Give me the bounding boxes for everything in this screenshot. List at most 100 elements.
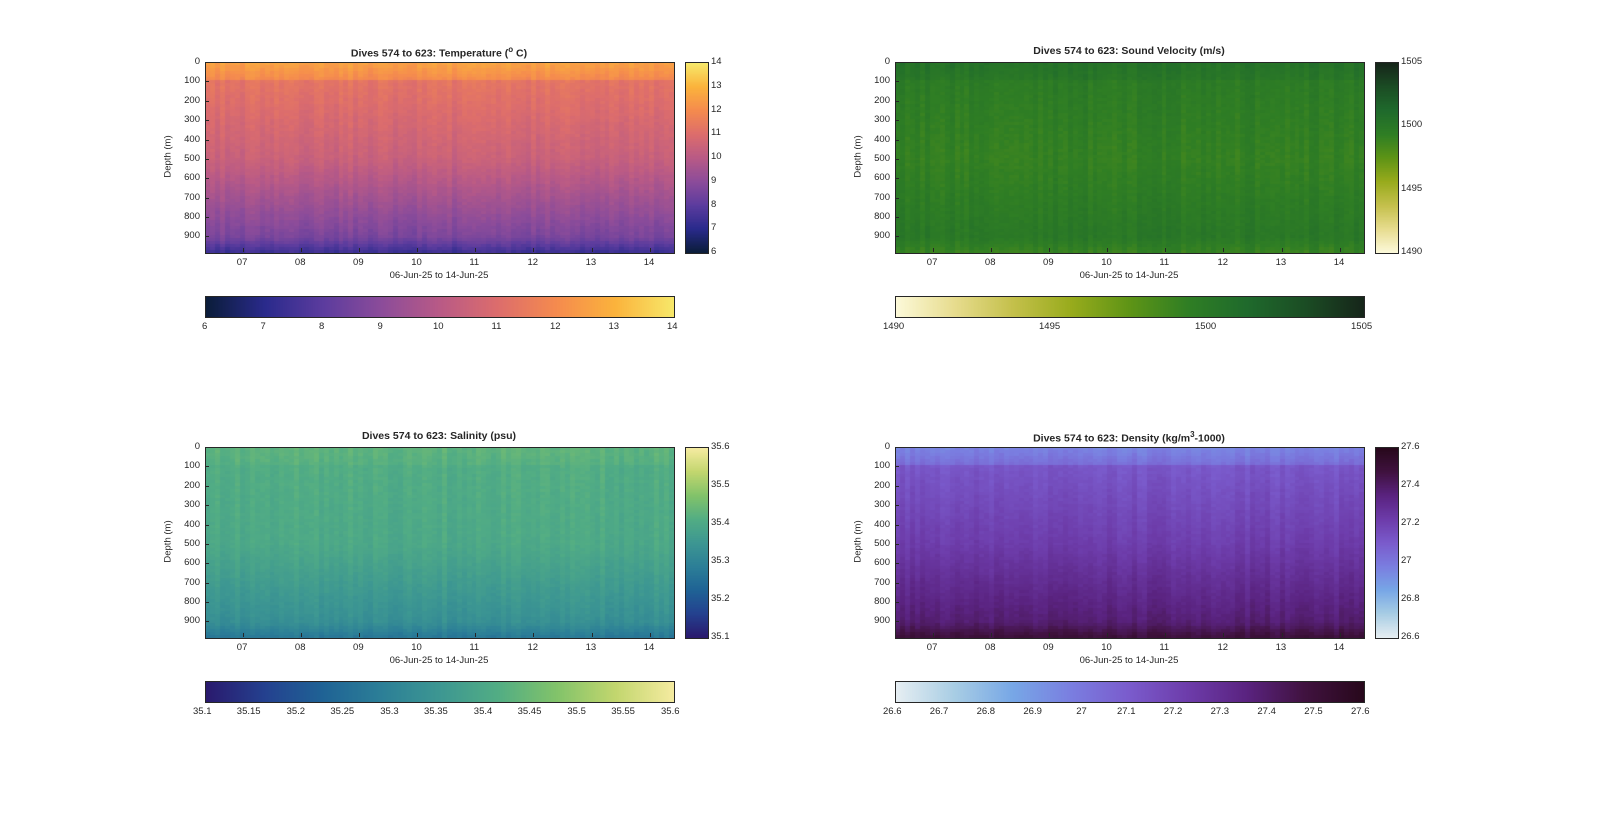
x-tick-label: 10: [411, 642, 422, 653]
x-tick-label: 07: [926, 257, 938, 268]
x-tick-mark: [242, 633, 244, 637]
bottom-colorbar-tick-label: 26.9: [1023, 706, 1042, 717]
y-tick-label: 900: [184, 230, 200, 242]
x-tick-mark: [1049, 633, 1051, 637]
bottom-colorbar-tick-label: 35.4: [473, 706, 493, 717]
bottom-colorbar-tick-label: 35.3: [380, 706, 399, 717]
bottom-colorbar-tick-label: 1490: [883, 321, 905, 332]
side-colorbar-tick-label: 35.5: [711, 479, 730, 490]
y-tick-label: 100: [184, 460, 200, 472]
x-tick-mark: [1049, 248, 1051, 252]
x-tick-label: 13: [585, 257, 597, 268]
side-colorbar-tick-label: 1495: [1401, 182, 1423, 194]
side-colorbar-tick-label: 35.1: [711, 631, 730, 642]
x-tick-mark: [417, 633, 419, 637]
side-colorbar-tick-label: 27: [1401, 555, 1412, 566]
x-tick-mark: [1339, 633, 1341, 637]
side-colorbar-tick-label: 7: [711, 222, 717, 234]
y-tick-label: 900: [874, 230, 890, 242]
y-tick-mark: [895, 217, 899, 219]
heatmap-plot: [895, 447, 1365, 639]
bottom-colorbar-tick-label: 35.55: [611, 706, 635, 717]
side-colorbar-tick-label: 27.6: [1401, 441, 1420, 452]
y-tick-mark: [205, 621, 209, 623]
x-tick-mark: [533, 248, 535, 252]
y-tick-mark: [205, 197, 209, 199]
bottom-colorbar-tick-label: 35.2: [286, 706, 306, 717]
side-colorbar: [685, 62, 709, 254]
bottom-colorbar-tick-label: 27.4: [1257, 706, 1276, 717]
x-tick-label: 08: [984, 642, 996, 653]
x-tick-mark: [533, 633, 535, 637]
y-tick-label: 500: [874, 152, 890, 164]
y-tick-mark: [205, 582, 209, 584]
x-tick-label: 10: [1101, 257, 1112, 268]
y-tick-label: 300: [874, 114, 890, 126]
y-tick-label: 600: [874, 172, 890, 184]
bottom-colorbar-tick-label: 14: [667, 321, 678, 332]
chart-title: Dives 574 to 623: Sound Velocity (m/s): [895, 45, 1363, 57]
x-tick-label: 13: [1275, 257, 1287, 268]
side-colorbar: [1375, 62, 1399, 254]
y-tick-mark: [895, 582, 899, 584]
panel-salinity: Dives 574 to 623: Salinity (psu) 0 100 200 3…: [0, 385, 800, 800]
chart-title-text: Dives 574 to 623: Temperature (: [350, 47, 509, 60]
x-tick-mark: [591, 248, 593, 252]
side-colorbar-tick-label: 10: [711, 151, 722, 162]
y-tick-label: 600: [184, 172, 200, 184]
x-axis-label: 06-Jun-25 to 14-Jun-25: [1079, 655, 1179, 666]
y-tick-mark: [205, 139, 209, 141]
chart-title: Dives 574 to 623: Salinity (psu): [205, 430, 673, 442]
bottom-colorbar-tick-label: 8: [319, 321, 325, 332]
y-tick-mark: [205, 466, 209, 468]
x-tick-label: 11: [1159, 257, 1170, 268]
x-tick-label: 12: [1217, 257, 1229, 268]
x-tick-label: 12: [1217, 642, 1229, 653]
chart-title-text: Dives 574 to 623: Salinity (psu): [361, 430, 517, 442]
y-tick-mark: [205, 505, 209, 507]
y-axis-label: Depth (m): [162, 135, 174, 178]
x-tick-mark: [242, 248, 244, 252]
y-tick-label: 500: [874, 537, 890, 549]
panel-temperature: Dives 574 to 623: Temperature (o C) 0 100 2…: [0, 0, 800, 415]
chart-title-superscript: o: [508, 45, 514, 54]
x-tick-mark: [1107, 248, 1109, 252]
x-tick-label: 08: [294, 257, 306, 268]
x-tick-label: 09: [1043, 642, 1054, 653]
chart-title-text: Dives 574 to 623: Density (kg/m: [1033, 432, 1191, 445]
side-colorbar-tick-label: 35.3: [711, 555, 730, 566]
x-tick-label: 12: [527, 257, 539, 268]
y-tick-label: 300: [184, 499, 200, 511]
side-colorbar-tick-label: 12: [711, 103, 722, 115]
y-tick-label: 400: [184, 133, 200, 145]
bottom-colorbar-tick-label: 35.1: [193, 706, 212, 717]
y-tick-mark: [895, 524, 899, 526]
y-tick-label: 0: [884, 441, 890, 452]
x-tick-mark: [649, 633, 651, 637]
x-tick-mark: [1281, 248, 1283, 252]
side-colorbar-tick-label: 26.8: [1401, 593, 1420, 604]
y-tick-mark: [895, 563, 899, 565]
x-tick-mark: [1107, 633, 1109, 637]
y-tick-mark: [895, 62, 899, 63]
y-tick-label: 300: [184, 114, 200, 126]
y-tick-mark: [895, 81, 899, 83]
y-tick-label: 700: [184, 191, 200, 203]
bottom-colorbar-tick-label: 11: [491, 321, 502, 332]
y-tick-mark: [205, 158, 209, 160]
bottom-colorbar-tick-label: 27.2: [1163, 706, 1183, 717]
x-tick-mark: [475, 248, 477, 252]
y-tick-mark: [205, 485, 209, 487]
y-tick-label: 800: [874, 211, 890, 223]
x-tick-label: 07: [236, 642, 248, 653]
y-tick-mark: [205, 524, 209, 526]
chart-title: Dives 574 to 623: Density (kg/m3-1000): [895, 430, 1363, 445]
y-tick-label: 500: [184, 537, 200, 549]
x-tick-label: 11: [469, 642, 480, 653]
y-tick-label: 200: [184, 94, 200, 106]
x-tick-label: 14: [643, 642, 655, 653]
y-tick-label: 100: [184, 75, 200, 87]
y-tick-label: 100: [874, 75, 890, 87]
x-tick-label: 12: [527, 642, 539, 653]
y-tick-mark: [205, 602, 209, 604]
